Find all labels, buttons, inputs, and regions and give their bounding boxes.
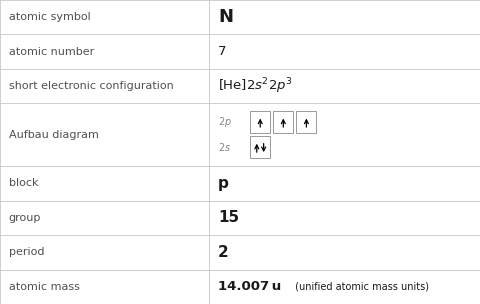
Bar: [250, 136, 270, 158]
Bar: [250, 111, 270, 133]
Text: 15: 15: [217, 210, 239, 225]
Text: N: N: [217, 8, 232, 26]
Text: atomic mass: atomic mass: [9, 282, 79, 292]
Text: (unified atomic mass units): (unified atomic mass units): [292, 282, 429, 292]
Text: group: group: [9, 213, 41, 223]
Text: atomic symbol: atomic symbol: [9, 12, 90, 22]
Text: 7: 7: [217, 45, 226, 58]
Text: period: period: [9, 247, 44, 257]
Text: 2: 2: [217, 245, 228, 260]
Bar: [296, 111, 316, 133]
Text: p: p: [217, 176, 228, 191]
Text: $\mathrm{[He]2\mathit{s}^{2}2\mathit{p}^{3}}$: $\mathrm{[He]2\mathit{s}^{2}2\mathit{p}^…: [217, 76, 292, 96]
Bar: [273, 111, 293, 133]
Text: 14.007 u: 14.007 u: [217, 280, 280, 293]
Text: $2p$: $2p$: [217, 115, 231, 129]
Text: block: block: [9, 178, 38, 188]
Text: Aufbau diagram: Aufbau diagram: [9, 130, 98, 140]
Text: atomic number: atomic number: [9, 47, 94, 57]
Text: short electronic configuration: short electronic configuration: [9, 81, 173, 91]
Text: $2s$: $2s$: [217, 141, 230, 153]
